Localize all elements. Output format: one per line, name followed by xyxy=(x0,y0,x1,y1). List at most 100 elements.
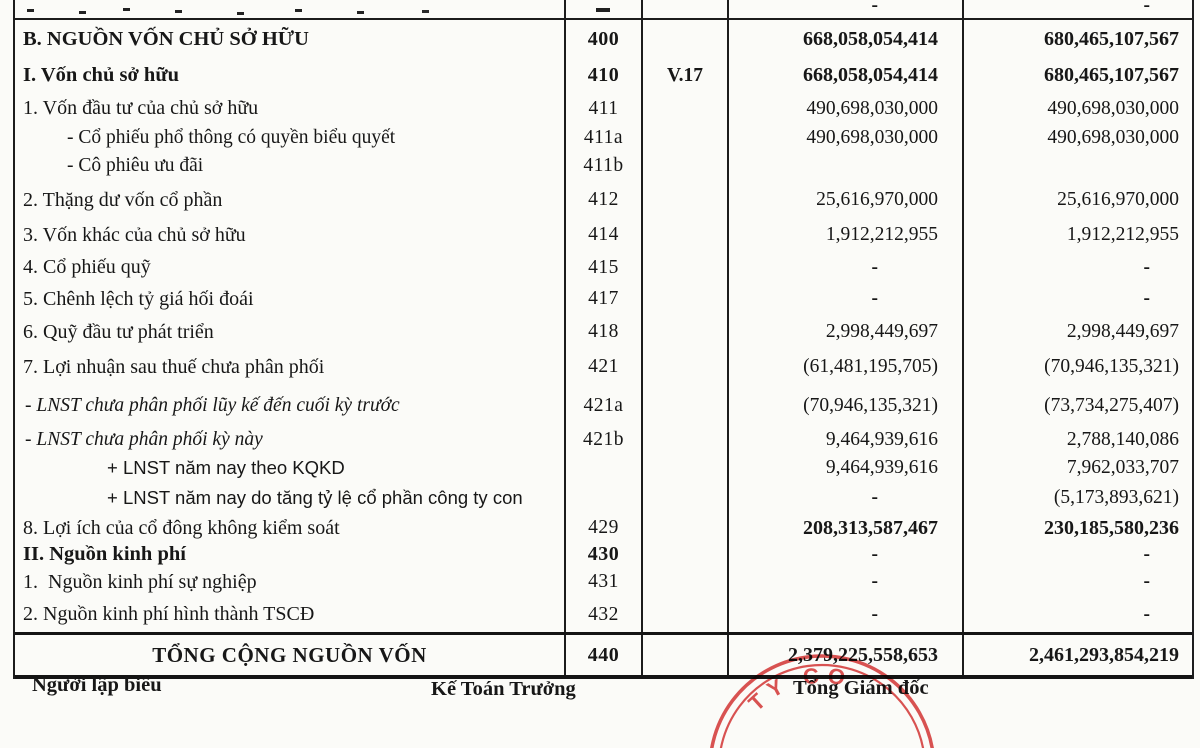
row-label-cell: - Cô phiêu ưu đãi xyxy=(67,155,204,176)
row-value-end-of-year-cell: 25,616,970,000 xyxy=(727,182,962,218)
row-value-start-of-year-cell: 490,698,030,000 xyxy=(962,92,1192,125)
row-code-cell: 429 xyxy=(564,514,641,542)
table-row: 1. Nguồn kinh phí sự nghiệp 431 - - xyxy=(15,567,1192,597)
signer-ke-toan-truong: Kế Toán Trưởng xyxy=(431,678,576,700)
row-value-end-of-year-cell: - xyxy=(727,283,962,315)
row-value-start-of-year-cell: 2,998,449,697 xyxy=(962,315,1192,349)
table-row: 5. Chênh lệch tỷ giá hối đoái 417 - - xyxy=(15,283,1192,315)
table-row: 6. Quỹ đầu tư phát triển 418 2,998,449,697… xyxy=(15,315,1192,349)
row-value-start-of-year-cell: - xyxy=(962,252,1192,283)
row-label-cell: B. NGUỒN VỐN CHỦ SỞ HỮU xyxy=(23,28,309,50)
row-code-cell: 430 xyxy=(564,542,641,567)
row-note-cell xyxy=(641,385,727,426)
row-value-end-of-year-cell: 668,058,054,414 xyxy=(727,59,962,92)
row-code-cell: 431 xyxy=(564,567,641,597)
row-value-end-of-year-cell: - xyxy=(727,252,962,283)
row-code-cell: 411b xyxy=(564,150,641,182)
row-label-cell: TỔNG CỘNG NGUỒN VỐN xyxy=(152,642,427,667)
row-value-end-of-year-cell: (61,481,195,705) xyxy=(727,349,962,385)
row-label-cell: - Cổ phiếu phổ thông có quyền biểu quyết xyxy=(67,126,396,148)
balance-sheet-table: - - B. NGUỒN VỐN CHỦ SỞ HỮU 400 668,058,054,… xyxy=(13,0,1194,679)
row-label-cell: 4. Cổ phiếu quỹ xyxy=(23,256,151,278)
row-note-cell xyxy=(641,20,727,59)
row-code-cell: 421b xyxy=(564,426,641,454)
row-value-end-of-year-cell: 208,313,587,467 xyxy=(727,514,962,542)
row-value-end-of-year-cell: 9,464,939,616 xyxy=(727,454,962,482)
row-code-cell: 411a xyxy=(564,125,641,150)
row-value-start-of-year-cell: 2,461,293,854,219 xyxy=(962,635,1192,675)
row-code-cell: 410 xyxy=(564,59,641,92)
row-value-start-of-year-cell: (73,734,275,407) xyxy=(962,385,1192,426)
row-value-start-of-year-cell: - xyxy=(962,567,1192,597)
table-row: - Cổ phiếu phổ thông có quyền biểu quyết… xyxy=(15,125,1192,150)
row-note-cell xyxy=(641,635,727,675)
row-value-start-of-year-cell xyxy=(962,150,1192,182)
row-label-cell: 7. Lợi nhuận sau thuế chưa phân phối xyxy=(23,355,325,378)
row-note-cell xyxy=(641,283,727,315)
row-note-cell xyxy=(641,567,727,597)
row-note-cell xyxy=(641,426,727,454)
row-code-cell xyxy=(564,0,641,18)
row-value-end-of-year-cell: - xyxy=(727,567,962,597)
table-row: I. Vốn chủ sở hữu 410 V.17 668,058,054,414 6… xyxy=(15,59,1192,92)
row-value-start-of-year-cell: 680,465,107,567 xyxy=(962,20,1192,59)
row-value-start-of-year-cell: 490,698,030,000 xyxy=(962,125,1192,150)
row-note-cell xyxy=(641,542,727,567)
row-value-start-of-year-cell: (5,173,893,621) xyxy=(962,482,1192,514)
row-label-cell: 2. Thặng dư vốn cổ phần xyxy=(23,188,223,211)
row-code-cell: 418 xyxy=(564,315,641,349)
row-code-cell xyxy=(564,482,641,514)
row-value-start-of-year-cell: - xyxy=(962,283,1192,315)
row-note-cell xyxy=(641,454,727,482)
seal-arc-text: TY CO xyxy=(740,657,859,718)
row-note-cell xyxy=(641,92,727,125)
row-code-cell: 412 xyxy=(564,182,641,218)
row-value-end-of-year-cell: - xyxy=(727,0,962,18)
table-row: TỔNG CỘNG NGUỒN VỐN 440 2,379,225,558,653 2… xyxy=(15,632,1192,679)
row-code-cell: 421 xyxy=(564,349,641,385)
row-value-end-of-year-cell: 490,698,030,000 xyxy=(727,125,962,150)
table-row: - Cô phiêu ưu đãi 411b xyxy=(15,150,1192,182)
table-row: 1. Vốn đầu tư của chủ sở hữu 411 490,698,0… xyxy=(15,92,1192,125)
company-seal-stamp: TY CO xyxy=(708,654,936,748)
row-label-cell: 1. Nguồn kinh phí sự nghiệp xyxy=(23,570,257,593)
row-value-end-of-year-cell: - xyxy=(727,542,962,567)
table-row: + LNST năm nay do tăng tỷ lệ cổ phần côn… xyxy=(15,482,1192,514)
row-code-cell: 415 xyxy=(564,252,641,283)
table-row: 7. Lợi nhuận sau thuế chưa phân phối 421 (… xyxy=(15,349,1192,385)
row-note-cell xyxy=(641,182,727,218)
row-note-cell xyxy=(641,349,727,385)
row-code-cell: 411 xyxy=(564,92,641,125)
row-note-cell xyxy=(641,218,727,252)
row-note-cell xyxy=(641,125,727,150)
row-value-end-of-year-cell: 9,464,939,616 xyxy=(727,426,962,454)
row-label-cell: 5. Chênh lệch tỷ giá hối đoái xyxy=(23,287,254,310)
row-code-cell: 414 xyxy=(564,218,641,252)
row-code-cell: 400 xyxy=(564,20,641,59)
table-row: B. NGUỒN VỐN CHỦ SỞ HỮU 400 668,058,054,41… xyxy=(15,20,1192,59)
table-row: 8. Lợi ích của cổ đông không kiểm soát 42… xyxy=(15,514,1192,542)
row-code-cell: 421a xyxy=(564,385,641,426)
row-value-end-of-year-cell: - xyxy=(727,597,962,632)
row-label-cell: I. Vốn chủ sở hữu xyxy=(23,64,180,86)
row-value-start-of-year-cell: 2,788,140,086 xyxy=(962,426,1192,454)
row-value-end-of-year-cell: - xyxy=(727,482,962,514)
row-value-start-of-year-cell: - xyxy=(962,542,1192,567)
row-note-cell: V.17 xyxy=(641,59,727,92)
row-label-cell: + LNST năm nay theo KQKD xyxy=(107,457,345,478)
row-code-cell xyxy=(564,454,641,482)
row-value-start-of-year-cell: 7,962,033,707 xyxy=(962,454,1192,482)
row-code-cell: 432 xyxy=(564,597,641,632)
row-value-end-of-year-cell: 1,912,212,955 xyxy=(727,218,962,252)
table-row: + LNST năm nay theo KQKD 9,464,939,616 7,9… xyxy=(15,454,1192,482)
row-value-end-of-year-cell: 668,058,054,414 xyxy=(727,20,962,59)
row-label-cell: 1. Vốn đầu tư của chủ sở hữu xyxy=(23,97,259,119)
row-value-start-of-year-cell: - xyxy=(962,0,1192,18)
row-label-cell: 2. Nguồn kinh phí hình thành TSCĐ xyxy=(23,603,315,625)
row-label-cell: 6. Quỹ đầu tư phát triển xyxy=(23,320,214,343)
row-label-cell: - LNST chưa phân phối kỳ này xyxy=(25,429,263,450)
row-code-cell: 417 xyxy=(564,283,641,315)
row-value-start-of-year-cell: 1,912,212,955 xyxy=(962,218,1192,252)
table-row: -- xyxy=(15,0,1192,20)
row-label-cell: II. Nguồn kinh phí xyxy=(23,543,186,565)
